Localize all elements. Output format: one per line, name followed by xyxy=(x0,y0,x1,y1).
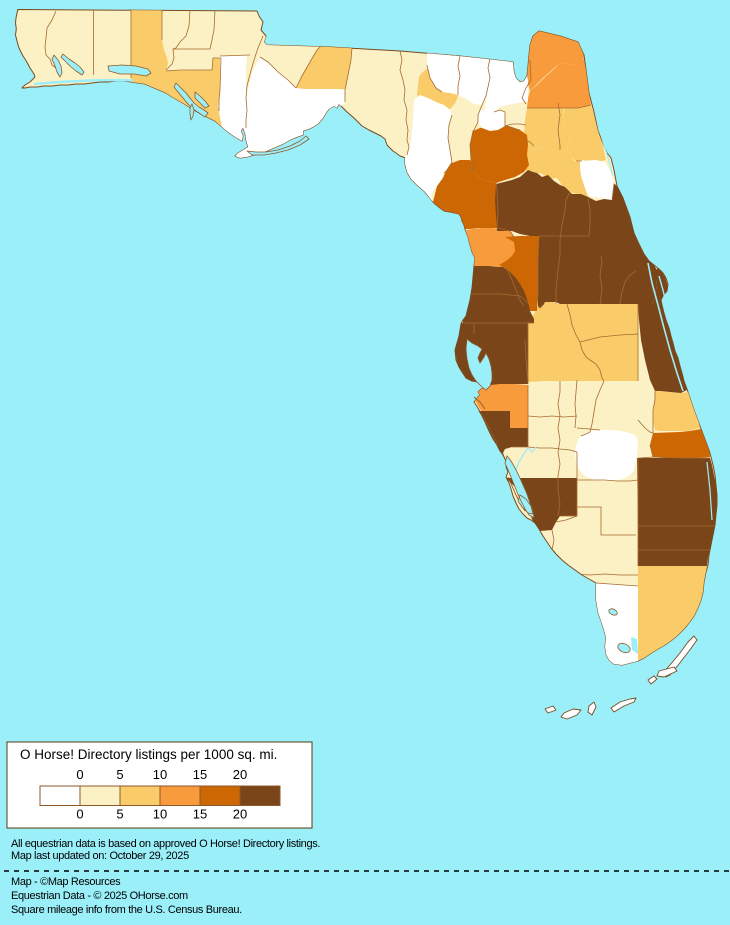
svg-text:20: 20 xyxy=(233,807,247,822)
svg-text:O Horse! Directory listings pe: O Horse! Directory listings per 1000 sq.… xyxy=(20,747,277,762)
svg-text:5: 5 xyxy=(116,767,123,782)
svg-text:0: 0 xyxy=(76,767,83,782)
svg-text:15: 15 xyxy=(193,807,207,822)
svg-text:0: 0 xyxy=(76,807,83,822)
svg-text:Square mileage info from the U: Square mileage info from the U.S. Census… xyxy=(11,904,242,916)
svg-text:5: 5 xyxy=(116,807,123,822)
svg-text:Equestrian Data - © 2025 OHors: Equestrian Data - © 2025 OHorse.com xyxy=(11,890,188,902)
svg-text:All equestrian data is based o: All equestrian data is based on approved… xyxy=(11,838,320,850)
svg-text:20: 20 xyxy=(233,767,247,782)
svg-text:Map - ©Map Resources: Map - ©Map Resources xyxy=(11,876,121,888)
svg-text:10: 10 xyxy=(153,807,167,822)
svg-text:Map last updated on: October 2: Map last updated on: October 29, 2025 xyxy=(11,850,189,862)
svg-text:10: 10 xyxy=(153,767,167,782)
svg-text:15: 15 xyxy=(193,767,207,782)
